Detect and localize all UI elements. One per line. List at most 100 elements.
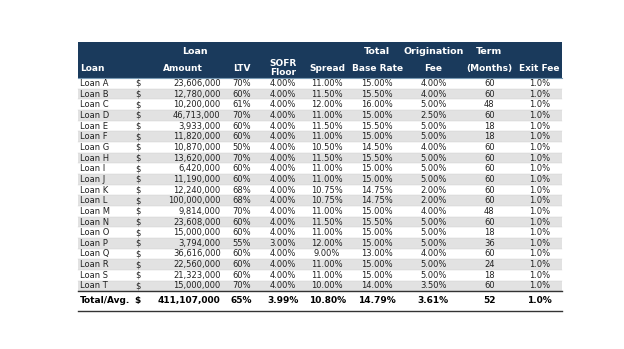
Text: 5.00%: 5.00% — [420, 217, 447, 227]
Text: 13.00%: 13.00% — [361, 250, 393, 259]
Text: 1.0%: 1.0% — [529, 260, 550, 269]
Text: 60: 60 — [484, 186, 495, 194]
Text: Loan H: Loan H — [80, 154, 109, 163]
Bar — [78, 248, 562, 259]
Text: 2.00%: 2.00% — [420, 186, 447, 194]
Text: 11.00%: 11.00% — [311, 164, 343, 173]
Bar — [78, 281, 562, 291]
Text: 5.00%: 5.00% — [420, 154, 447, 163]
Text: Loan Q: Loan Q — [80, 250, 109, 259]
Text: 70%: 70% — [232, 79, 251, 88]
Text: 18: 18 — [484, 132, 495, 141]
Text: 70%: 70% — [232, 154, 251, 163]
Text: 11.50%: 11.50% — [311, 154, 343, 163]
Text: 11.50%: 11.50% — [311, 121, 343, 131]
Text: 11,190,000: 11,190,000 — [173, 175, 220, 184]
Text: 15.00%: 15.00% — [361, 164, 393, 173]
Text: LTV: LTV — [233, 64, 250, 73]
Text: 1.0%: 1.0% — [529, 111, 550, 120]
Text: 10.50%: 10.50% — [311, 143, 343, 152]
Text: 12,780,000: 12,780,000 — [173, 90, 220, 99]
Bar — [78, 270, 562, 281]
Bar — [78, 217, 562, 227]
Text: 3.61%: 3.61% — [417, 296, 449, 305]
Bar — [78, 110, 562, 121]
Text: 15.00%: 15.00% — [361, 207, 393, 216]
Text: 60%: 60% — [232, 175, 251, 184]
Text: 5.00%: 5.00% — [420, 132, 447, 141]
Text: $: $ — [135, 121, 141, 131]
Text: 4.00%: 4.00% — [270, 79, 296, 88]
Text: 60: 60 — [484, 143, 495, 152]
Text: 18: 18 — [484, 121, 495, 131]
Text: 4.00%: 4.00% — [270, 175, 296, 184]
Text: 11.00%: 11.00% — [311, 228, 343, 237]
Bar — [78, 121, 562, 132]
Text: 5.00%: 5.00% — [420, 260, 447, 269]
Text: 4.00%: 4.00% — [270, 154, 296, 163]
Bar — [78, 206, 562, 217]
Text: SOFR
Floor: SOFR Floor — [270, 59, 296, 77]
Text: 50%: 50% — [232, 143, 251, 152]
Text: 9.00%: 9.00% — [314, 250, 340, 259]
Text: 1.0%: 1.0% — [529, 132, 550, 141]
Text: 14.50%: 14.50% — [361, 143, 393, 152]
Text: 9,814,000: 9,814,000 — [178, 207, 220, 216]
Text: 68%: 68% — [232, 196, 251, 205]
Text: 65%: 65% — [231, 296, 252, 305]
Text: 60: 60 — [484, 154, 495, 163]
Bar — [78, 78, 562, 89]
Text: 411,107,000: 411,107,000 — [158, 296, 220, 305]
Bar — [78, 42, 562, 78]
Text: 4.00%: 4.00% — [270, 186, 296, 194]
Text: 3.99%: 3.99% — [267, 296, 299, 305]
Text: $: $ — [135, 217, 141, 227]
Text: 10.75%: 10.75% — [311, 196, 343, 205]
Bar — [78, 174, 562, 185]
Text: Loan I: Loan I — [80, 164, 105, 173]
Text: $: $ — [135, 164, 141, 173]
Text: 4.00%: 4.00% — [270, 121, 296, 131]
Text: 10.75%: 10.75% — [311, 186, 343, 194]
Text: 48: 48 — [484, 100, 495, 109]
Text: 60%: 60% — [232, 164, 251, 173]
Text: $: $ — [135, 281, 141, 290]
Text: 1.0%: 1.0% — [527, 296, 552, 305]
Bar — [78, 99, 562, 110]
Text: Total/Avg.: Total/Avg. — [80, 296, 130, 305]
Text: 15.00%: 15.00% — [361, 111, 393, 120]
Text: Loan J: Loan J — [80, 175, 105, 184]
Text: 1.0%: 1.0% — [529, 143, 550, 152]
Bar — [78, 259, 562, 270]
Text: 15.00%: 15.00% — [361, 228, 393, 237]
Text: Loan C: Loan C — [80, 100, 109, 109]
Text: 5.00%: 5.00% — [420, 175, 447, 184]
Text: 5.00%: 5.00% — [420, 100, 447, 109]
Text: 1.0%: 1.0% — [529, 207, 550, 216]
Text: 11.00%: 11.00% — [311, 132, 343, 141]
Text: Loan S: Loan S — [80, 271, 108, 280]
Text: 60: 60 — [484, 90, 495, 99]
Text: $: $ — [135, 296, 141, 305]
Text: 4.00%: 4.00% — [270, 132, 296, 141]
Text: $: $ — [135, 79, 141, 88]
Text: 4.00%: 4.00% — [270, 164, 296, 173]
Text: 60: 60 — [484, 111, 495, 120]
Text: Loan P: Loan P — [80, 239, 108, 248]
Text: Loan F: Loan F — [80, 132, 107, 141]
Text: 68%: 68% — [232, 186, 251, 194]
Text: 15.00%: 15.00% — [361, 239, 393, 248]
Text: Loan: Loan — [80, 64, 104, 73]
Text: Spread: Spread — [309, 64, 345, 73]
Text: (Months): (Months) — [466, 64, 512, 73]
Bar — [78, 195, 562, 206]
Text: 1.0%: 1.0% — [529, 186, 550, 194]
Text: 4.00%: 4.00% — [270, 260, 296, 269]
Bar — [78, 238, 562, 248]
Bar — [78, 142, 562, 153]
Text: 3,794,000: 3,794,000 — [178, 239, 220, 248]
Text: 60: 60 — [484, 79, 495, 88]
Text: 36: 36 — [484, 239, 495, 248]
Text: 15.00%: 15.00% — [361, 79, 393, 88]
Text: 15.50%: 15.50% — [361, 90, 393, 99]
